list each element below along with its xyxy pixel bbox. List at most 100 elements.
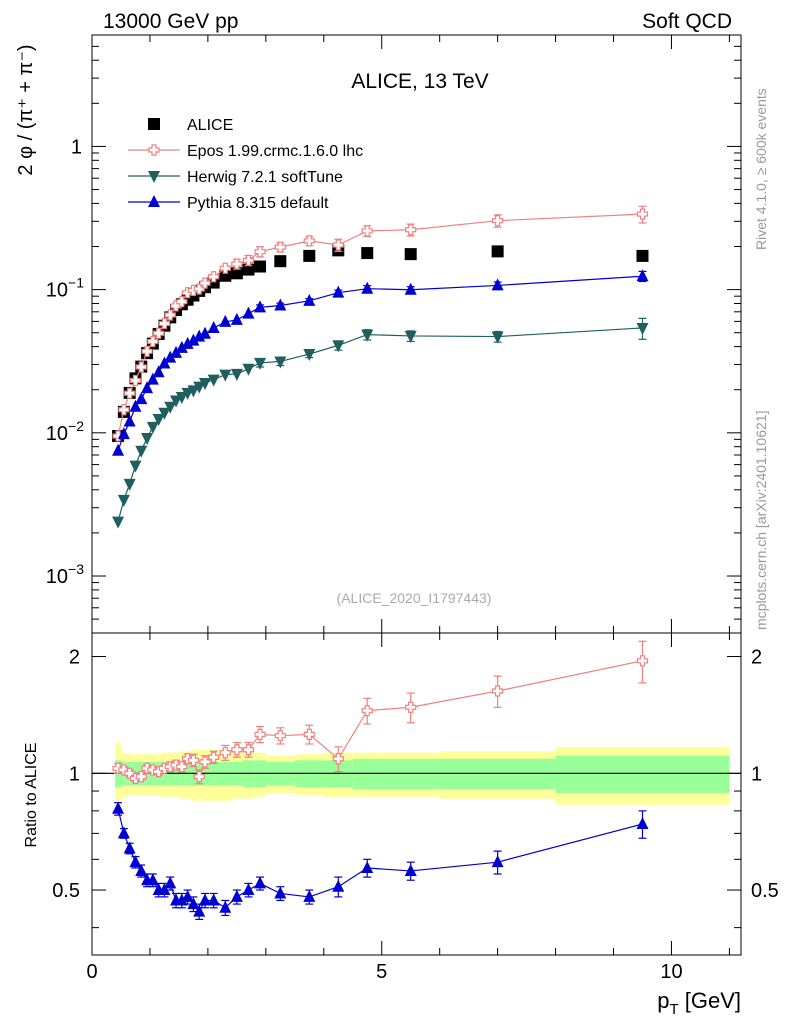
point-pythia: [112, 443, 125, 456]
point-epos: [332, 753, 344, 765]
point-pythia: [198, 326, 211, 339]
point-epos: [208, 271, 220, 283]
point-pythia: [129, 399, 142, 412]
series-line-herwig: [117, 327, 643, 522]
point-epos: [158, 317, 171, 330]
point-epos: [636, 655, 649, 667]
point-pythia: [193, 904, 206, 917]
series-herwig: [112, 317, 649, 529]
point-pythia: [242, 306, 255, 319]
point-pythia: [274, 298, 287, 311]
point-epos: [118, 404, 130, 416]
point-pythia: [230, 312, 243, 325]
band-inner-segment: [555, 755, 730, 793]
point-pythia: [254, 876, 267, 889]
point-epos: [153, 327, 165, 339]
point-pythia: [146, 873, 159, 886]
point-pythia: [361, 860, 374, 873]
band-inner-segment: [381, 758, 440, 790]
ratio-y-tick-label: 0.5: [52, 880, 80, 902]
point-pythia: [175, 340, 188, 353]
point-data: [361, 247, 374, 260]
point-pythia: [170, 345, 183, 358]
point-epos: [231, 744, 243, 756]
point-data: [219, 269, 232, 282]
point-pythia: [636, 269, 649, 282]
side-label-rivet: Rivet 4.1.0, ≥ 600k events: [753, 88, 769, 250]
point-herwig: [303, 349, 316, 362]
point-pythia: [129, 855, 142, 868]
point-epos: [242, 254, 255, 266]
point-herwig: [112, 516, 125, 529]
point-herwig: [219, 369, 232, 382]
point-epos: [405, 701, 417, 713]
header-category-label: Soft QCD: [642, 10, 732, 33]
point-herwig: [146, 421, 159, 434]
point-herwig: [187, 385, 200, 398]
legend-label-data: ALICE: [187, 117, 233, 134]
legend-marker-epos: [148, 144, 160, 156]
point-pythia: [404, 282, 417, 295]
point-pythia: [219, 900, 232, 913]
point-herwig: [404, 330, 417, 343]
point-epos: [303, 235, 315, 247]
point-epos: [199, 756, 211, 768]
point-pythia: [181, 336, 194, 349]
point-pythia: [141, 381, 154, 394]
ratio-series-group: [112, 640, 649, 921]
point-pythia: [181, 889, 194, 902]
point-herwig: [141, 433, 154, 446]
point-epos: [254, 246, 266, 258]
point-herwig: [164, 401, 177, 414]
main-panel: 10−3 10−2 10−1 1 ALICE, 13 TeV (ALICE_2020_…: [15, 34, 742, 634]
point-pythia: [112, 801, 125, 814]
point-epos: [405, 224, 417, 236]
point-pythia: [164, 350, 177, 363]
point-herwig: [129, 460, 142, 473]
point-epos: [193, 283, 205, 295]
point-epos: [303, 728, 315, 740]
x-axis-label: pT [GeV]: [657, 988, 741, 1018]
point-pythia: [175, 893, 188, 906]
point-herwig: [230, 368, 243, 381]
point-data: [303, 249, 316, 262]
point-pythia: [254, 300, 267, 313]
point-herwig: [332, 340, 345, 353]
point-epos: [636, 208, 649, 220]
point-pythia: [117, 826, 130, 839]
ratio-uncertainty-bands: [115, 742, 730, 811]
point-herwig: [170, 395, 183, 408]
point-pythia: [123, 414, 136, 427]
point-herwig: [636, 322, 649, 335]
point-epos: [274, 730, 286, 742]
legend-label-pythia: Pythia 8.315 default: [187, 195, 329, 212]
point-epos: [492, 685, 504, 697]
legend-marker-herwig: [148, 171, 160, 183]
point-herwig: [175, 391, 188, 404]
y-tick-label: 10−3: [46, 561, 84, 588]
point-epos: [231, 258, 243, 270]
point-herwig: [152, 413, 165, 426]
point-herwig: [123, 478, 136, 491]
point-pythia: [274, 886, 287, 899]
y-tick-label: 10−2: [46, 418, 84, 445]
point-epos: [193, 771, 205, 783]
point-epos: [141, 345, 153, 357]
ratio-y-tick-label: 2: [69, 647, 80, 669]
x-tick-label: 5: [376, 961, 387, 983]
point-data: [230, 267, 243, 280]
point-data: [242, 263, 255, 276]
ratio-y-axis-label: Ratio to ALICE: [23, 743, 40, 848]
series-line-pythia: [117, 275, 643, 451]
point-epos: [182, 753, 194, 765]
point-pythia: [303, 293, 316, 306]
point-pythia: [404, 863, 417, 876]
point-epos: [176, 296, 188, 308]
point-herwig: [242, 363, 255, 376]
point-pythia: [158, 883, 171, 896]
legend-marker-data: [148, 118, 160, 130]
point-data: [254, 260, 267, 273]
band-inner-segment: [439, 758, 556, 790]
legend: ALICE Epos 1.99.crmc.1.6.0 lhc Herwig 7.2.…: [128, 117, 363, 212]
point-herwig: [361, 329, 374, 342]
